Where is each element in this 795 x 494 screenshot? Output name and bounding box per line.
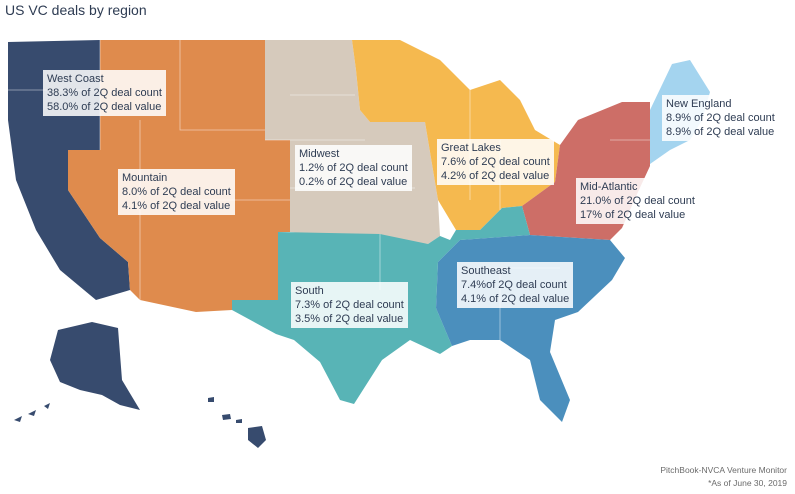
page-title: US VC deals by region <box>5 2 147 18</box>
region-name: New England <box>666 98 732 110</box>
deal-count-stat: 7.3% of 2Q deal count <box>295 299 404 311</box>
deal-count-stat: 21.0% of 2Q deal count <box>580 195 695 207</box>
region-label-south: South 7.3% of 2Q deal count 3.5% of 2Q d… <box>291 282 408 328</box>
region-alaska[interactable] <box>50 322 140 410</box>
deal-count-stat: 1.2% of 2Q deal count <box>299 162 408 174</box>
source-credit: PitchBook-NVCA Venture Monitor <box>660 465 787 475</box>
deal-value-stat: 58.0% of 2Q deal value <box>47 101 162 113</box>
deal-count-stat: 7.6% of 2Q deal count <box>441 156 550 168</box>
deal-value-stat: 4.1% of 2Q deal value <box>122 200 231 212</box>
region-label-southeast: Southeast 7.4%of 2Q deal count 4.1% of 2… <box>457 262 574 308</box>
region-label-mid-atlantic: Mid-Atlantic 21.0% of 2Q deal count 17% … <box>576 178 699 224</box>
deal-value-stat: 8.9% of 2Q deal value <box>666 126 775 138</box>
region-label-new-england: New England 8.9% of 2Q deal count 8.9% o… <box>662 95 779 141</box>
region-name: Midwest <box>299 148 340 160</box>
region-label-west-coast: West Coast 38.3% of 2Q deal count 58.0% … <box>43 70 166 116</box>
deal-count-stat: 7.4%of 2Q deal count <box>461 279 567 291</box>
region-name: South <box>295 285 324 297</box>
region-hawaii[interactable] <box>208 397 266 448</box>
region-name: Mid-Atlantic <box>580 181 638 193</box>
region-name: Great Lakes <box>441 142 501 154</box>
region-label-great-lakes: Great Lakes 7.6% of 2Q deal count 4.2% o… <box>437 139 554 185</box>
region-label-mountain: Mountain 8.0% of 2Q deal count 4.1% of 2… <box>118 169 235 215</box>
region-midwest[interactable] <box>265 40 440 244</box>
deal-count-stat: 8.0% of 2Q deal count <box>122 186 231 198</box>
region-name: Southeast <box>461 265 511 277</box>
deal-value-stat: 17% of 2Q deal value <box>580 209 686 221</box>
region-label-midwest: Midwest 1.2% of 2Q deal count 0.2% of 2Q… <box>295 145 412 191</box>
deal-value-stat: 4.2% of 2Q deal value <box>441 170 550 182</box>
region-name: West Coast <box>47 73 104 85</box>
deal-value-stat: 0.2% of 2Q deal value <box>299 176 408 188</box>
region-name: Mountain <box>122 172 168 184</box>
deal-count-stat: 38.3% of 2Q deal count <box>47 87 162 99</box>
deal-count-stat: 8.9% of 2Q deal count <box>666 112 775 124</box>
deal-value-stat: 3.5% of 2Q deal value <box>295 313 404 325</box>
region-alaska-islands <box>14 403 50 422</box>
deal-value-stat: 4.1% of 2Q deal value <box>461 293 570 305</box>
date-footnote: *As of June 30, 2019 <box>708 478 787 488</box>
